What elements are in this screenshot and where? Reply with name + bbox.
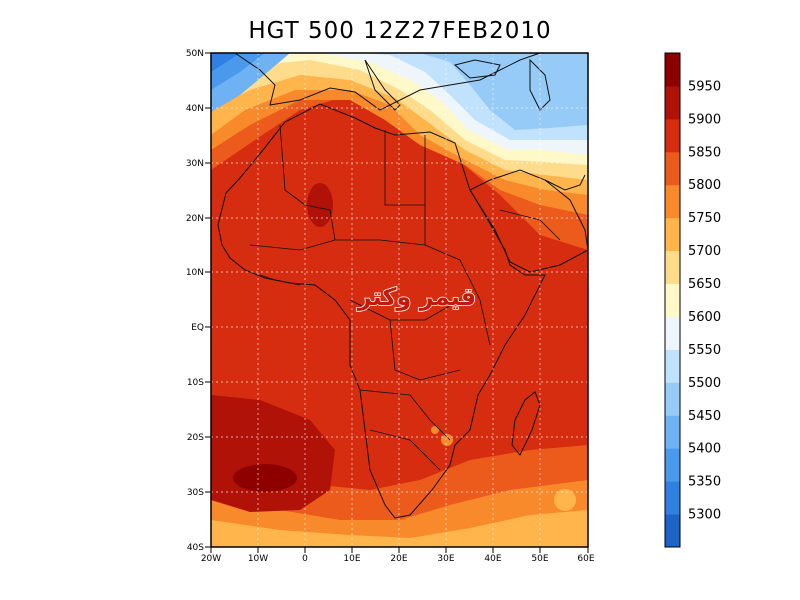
watermark-logo: قيمر وكتر [357, 283, 477, 311]
lon-label: 10W [248, 554, 268, 564]
band-5500 [420, 53, 588, 130]
axis-ticks [205, 52, 589, 553]
band-south-5750 [211, 510, 588, 547]
lon-label: 50E [531, 554, 548, 564]
band-nw-5350 [211, 53, 240, 72]
lat-label: 30S [187, 488, 204, 498]
map-title: HGT 500 12Z27FEB2010 [248, 18, 552, 44]
colorbar: 5300 5350 5400 5450 5500 5550 5600 5650 5700 5750… [664, 52, 721, 548]
colorbar-label: 5700 [688, 244, 721, 259]
colorbar-swatch [665, 184, 680, 219]
border-libya-egypt [384, 130, 425, 206]
colorbar-label: 5500 [688, 376, 721, 391]
colorbar-swatch [665, 85, 680, 120]
italy-outline [364, 59, 401, 111]
colorbar-swatch [665, 250, 680, 285]
graticule [211, 53, 588, 547]
madagascar-outline [511, 391, 541, 456]
border-coast-w [259, 274, 301, 286]
persian-gulf-outline [544, 174, 586, 191]
colorbar-swatch [665, 316, 680, 350]
colorbar-swatch [665, 151, 680, 186]
colorbar-label: 5600 [688, 310, 721, 325]
colorbar-label: 5300 [688, 508, 721, 523]
colorbar-label: 5850 [688, 145, 721, 160]
colorbar-swatch [665, 448, 680, 482]
colorbar-swatch [665, 382, 680, 416]
colorbar-label: 5650 [688, 277, 721, 292]
cell-madagascar [431, 426, 439, 434]
colorbar-swatch [665, 415, 680, 449]
border-angola [359, 389, 451, 441]
lat-label: 50N [186, 49, 204, 59]
lon-label: 30E [437, 554, 454, 564]
lon-label: 60E [577, 554, 594, 564]
arabia-outline [469, 169, 588, 273]
lat-label: 20N [186, 214, 204, 224]
borders [249, 124, 561, 471]
colorbar-frame [664, 52, 681, 548]
border-central [349, 299, 461, 321]
lon-labels: 20W 10W 0 10E 20E 30E 40E 50E 60E [201, 554, 595, 564]
colorbar-label: 5400 [688, 442, 721, 457]
lat-label: 40S [187, 543, 204, 553]
lat-label: EQ [191, 323, 204, 333]
colorbar-label: 5450 [688, 409, 721, 424]
colorbar-swatch [665, 53, 680, 87]
lat-label: 10N [186, 268, 204, 278]
lat-label: 30N [186, 159, 204, 169]
peak-south-atlantic [233, 464, 297, 492]
colorbar-swatch [665, 217, 680, 252]
border-drc [389, 319, 461, 381]
colorbar-swatch [665, 481, 680, 515]
lon-label: 0 [302, 554, 308, 564]
cell-south-indian [554, 489, 576, 511]
colorbar-label: 5350 [688, 475, 721, 490]
lon-label: 20E [390, 554, 407, 564]
lon-label: 10E [343, 554, 360, 564]
black-sea-outline [453, 59, 501, 79]
colorbar-swatch [665, 283, 680, 317]
lon-label: 40E [484, 554, 501, 564]
height-field [211, 53, 588, 547]
colorbar-label: 5950 [688, 79, 721, 94]
cell-mozambique [441, 434, 453, 446]
colorbar-label: 5900 [688, 112, 721, 127]
border-sahel [249, 239, 426, 251]
colorbar-swatch [665, 514, 680, 548]
lat-labels: 50N 40N 30N 20N 10N EQ 10S 20S 30S 40S [186, 49, 204, 553]
colorbar-label: 5800 [688, 178, 721, 193]
colorbar-swatch [665, 118, 680, 153]
colorbar-label: 5550 [688, 343, 721, 358]
lat-label: 10S [187, 378, 204, 388]
border-south [369, 429, 441, 471]
colorbar-label: 5750 [688, 211, 721, 226]
border-east [459, 259, 491, 346]
caspian-outline [529, 58, 551, 111]
lon-label: 20W [201, 554, 221, 564]
lat-label: 40N [186, 104, 204, 114]
africa-outline [217, 103, 546, 519]
max-sahara [307, 183, 333, 227]
colorbar-swatch [665, 349, 680, 383]
lat-label: 20S [187, 433, 204, 443]
